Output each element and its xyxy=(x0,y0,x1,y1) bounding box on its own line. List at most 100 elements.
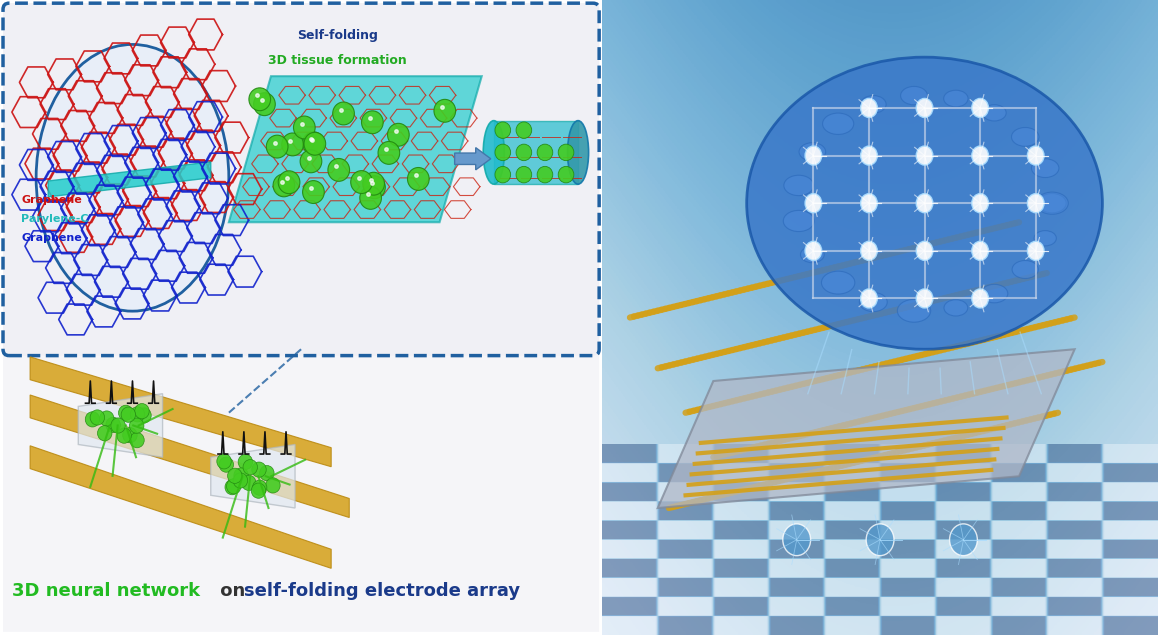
Polygon shape xyxy=(30,446,331,568)
Text: Graphene: Graphene xyxy=(21,195,82,205)
Polygon shape xyxy=(229,76,482,222)
Circle shape xyxy=(950,524,977,556)
Text: 3D tissue formation: 3D tissue formation xyxy=(267,54,406,67)
Circle shape xyxy=(243,460,257,475)
Ellipse shape xyxy=(859,95,888,114)
Ellipse shape xyxy=(945,91,967,106)
Circle shape xyxy=(916,241,933,260)
Ellipse shape xyxy=(822,272,855,293)
Circle shape xyxy=(388,123,409,146)
Circle shape xyxy=(537,166,552,183)
Ellipse shape xyxy=(943,299,968,317)
Circle shape xyxy=(351,171,373,194)
Polygon shape xyxy=(49,162,211,197)
Circle shape xyxy=(86,411,100,427)
Circle shape xyxy=(1027,194,1045,213)
Circle shape xyxy=(239,454,252,469)
FancyArrow shape xyxy=(455,148,491,170)
Circle shape xyxy=(805,146,822,165)
Circle shape xyxy=(494,166,511,183)
Polygon shape xyxy=(658,349,1075,508)
Circle shape xyxy=(130,432,145,448)
Ellipse shape xyxy=(902,303,925,319)
FancyBboxPatch shape xyxy=(3,3,599,356)
Circle shape xyxy=(251,483,265,498)
Ellipse shape xyxy=(859,292,887,312)
Ellipse shape xyxy=(1029,157,1061,178)
Circle shape xyxy=(300,150,322,173)
Circle shape xyxy=(134,404,149,419)
Circle shape xyxy=(916,98,933,117)
Circle shape xyxy=(249,88,271,110)
Circle shape xyxy=(494,144,511,161)
Circle shape xyxy=(558,144,574,161)
Circle shape xyxy=(227,479,241,494)
Ellipse shape xyxy=(1032,229,1058,247)
Circle shape xyxy=(111,418,125,433)
Circle shape xyxy=(972,98,989,117)
Ellipse shape xyxy=(784,211,813,231)
Circle shape xyxy=(494,122,511,138)
Circle shape xyxy=(266,135,288,158)
Text: self-folding electrode array: self-folding electrode array xyxy=(244,582,520,600)
Circle shape xyxy=(219,457,234,472)
Circle shape xyxy=(137,408,152,423)
Circle shape xyxy=(516,122,532,138)
Circle shape xyxy=(783,524,811,556)
Circle shape xyxy=(302,132,324,155)
Circle shape xyxy=(117,428,131,443)
Circle shape xyxy=(516,144,532,161)
Circle shape xyxy=(361,111,383,134)
Circle shape xyxy=(100,411,113,426)
Circle shape xyxy=(302,180,324,203)
Circle shape xyxy=(273,174,295,197)
Polygon shape xyxy=(30,357,331,467)
FancyBboxPatch shape xyxy=(3,3,599,632)
Circle shape xyxy=(130,406,145,422)
Circle shape xyxy=(805,194,822,213)
Polygon shape xyxy=(211,444,295,508)
Circle shape xyxy=(278,171,300,194)
Text: Parylene-C: Parylene-C xyxy=(21,214,88,224)
Circle shape xyxy=(860,194,878,213)
Circle shape xyxy=(332,102,354,125)
Circle shape xyxy=(364,176,386,199)
Ellipse shape xyxy=(1036,192,1069,215)
Polygon shape xyxy=(30,395,350,518)
Circle shape xyxy=(123,427,137,443)
Circle shape xyxy=(860,241,878,260)
Circle shape xyxy=(254,93,276,116)
Circle shape xyxy=(251,462,266,478)
Circle shape xyxy=(972,241,989,260)
Circle shape xyxy=(233,473,248,488)
Ellipse shape xyxy=(1011,260,1039,279)
Circle shape xyxy=(97,425,112,441)
Circle shape xyxy=(1027,241,1045,260)
Circle shape xyxy=(866,524,894,556)
Ellipse shape xyxy=(980,283,1010,304)
Ellipse shape xyxy=(798,244,827,265)
Polygon shape xyxy=(493,121,578,184)
Circle shape xyxy=(217,454,232,469)
Circle shape xyxy=(328,159,350,182)
Ellipse shape xyxy=(747,57,1102,349)
Circle shape xyxy=(362,172,384,195)
Circle shape xyxy=(293,116,315,139)
Text: on: on xyxy=(214,582,251,600)
Text: 3D neural network: 3D neural network xyxy=(12,582,200,600)
Ellipse shape xyxy=(1040,195,1064,211)
Circle shape xyxy=(860,289,878,308)
Circle shape xyxy=(118,405,133,420)
Circle shape xyxy=(1027,146,1045,165)
Text: Graphene: Graphene xyxy=(21,233,82,243)
Circle shape xyxy=(916,146,933,165)
Circle shape xyxy=(558,166,574,183)
Circle shape xyxy=(122,407,135,422)
Ellipse shape xyxy=(823,113,853,135)
Circle shape xyxy=(537,144,552,161)
Ellipse shape xyxy=(801,144,823,159)
Circle shape xyxy=(860,146,878,165)
Circle shape xyxy=(265,478,280,493)
Circle shape xyxy=(860,98,878,117)
Circle shape xyxy=(305,132,325,155)
